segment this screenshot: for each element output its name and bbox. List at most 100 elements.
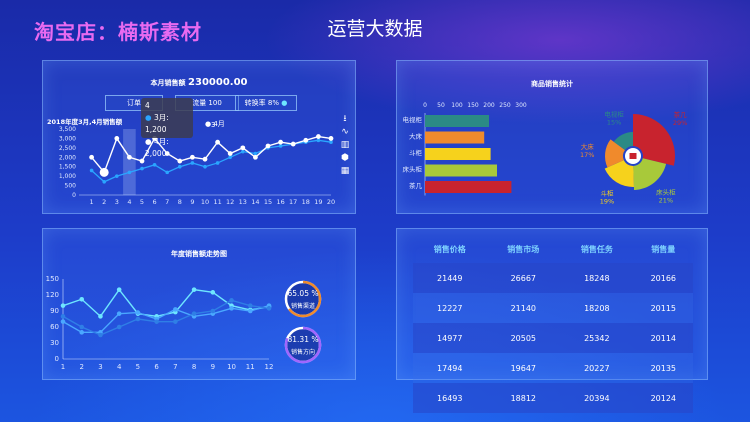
x-tick-label: 2 xyxy=(102,198,106,206)
x-tick-label: 12 xyxy=(226,198,234,206)
y-tick-label: 1,500 xyxy=(59,164,76,171)
x-tick-label: 6 xyxy=(154,363,159,371)
x-tick-label: 16 xyxy=(276,198,284,206)
x-tick-label: 9 xyxy=(190,198,194,206)
bar xyxy=(425,148,491,160)
gauge-fill xyxy=(284,280,322,318)
series-point xyxy=(229,298,234,303)
x-tick-label: 12 xyxy=(265,363,274,371)
x-tick-label: 5 xyxy=(140,198,144,206)
series-point xyxy=(79,324,85,330)
stack-icon[interactable]: ⬢ xyxy=(341,153,349,163)
x-tick-label: 300 xyxy=(515,102,527,109)
x-tick-label: 250 xyxy=(499,102,511,109)
series-april-point xyxy=(215,139,221,145)
pie-slice xyxy=(633,158,667,190)
series-point xyxy=(116,311,122,316)
hover-band xyxy=(123,129,136,195)
col-header-market: 销售市场 xyxy=(507,244,540,254)
chart-tooltip: 4 ● 3月: 1,200 ● 4月: 2,000 xyxy=(141,98,193,158)
series-march-point xyxy=(178,164,182,169)
series-march-point xyxy=(278,144,283,148)
series-march-point xyxy=(140,166,144,171)
series-april-point xyxy=(164,151,170,156)
series-point xyxy=(60,314,66,319)
x-tick-label: 1 xyxy=(90,198,94,206)
series-line xyxy=(62,288,270,318)
x-tick-label: 0 xyxy=(423,102,427,109)
series-april-point xyxy=(99,167,109,177)
pie-slice-pct: 21% xyxy=(659,196,673,204)
table-row: 17494 19647 20227 20135 xyxy=(413,353,693,383)
y-tick-label: 0 xyxy=(55,355,59,363)
download-icon[interactable]: ⭳ xyxy=(343,114,347,124)
pie-slice-label: 床头柜 xyxy=(656,187,676,196)
y-tick-label: 90 xyxy=(50,307,59,315)
legend-march[interactable]: 3 xyxy=(211,121,216,129)
goods-sales-panel: 商品销售统计 0 50 100 150 200 250 300 电视柜 大床 斗柜 床头柜 茶几 茶几 2… xyxy=(396,60,708,214)
series-march-point xyxy=(203,164,207,169)
x-tick-label: 200 xyxy=(483,102,495,109)
x-tick-label: 19 xyxy=(314,198,322,206)
pie-slice-label: 茶几 xyxy=(674,110,688,119)
legend-april[interactable]: ● 4月 xyxy=(205,120,225,128)
x-tick-label: 6 xyxy=(153,198,157,206)
pie-slice xyxy=(604,160,634,187)
sales-table-panel: 销售价格 销售市场 销售任务 销售量 21449 26667 18248 20166 … xyxy=(396,228,708,413)
col-header-price: 销售价格 xyxy=(433,244,466,254)
x-tick-label: 11 xyxy=(213,198,221,206)
series-line xyxy=(62,299,270,336)
x-tick-label: 8 xyxy=(178,198,182,206)
series-april-point xyxy=(303,137,309,143)
series-march-point xyxy=(165,170,169,175)
chart-toolbox: ⭳ ∿ ▥ ⬢ ▦ xyxy=(339,113,351,178)
y-tick-label: 3,500 xyxy=(59,126,76,133)
series-point xyxy=(191,311,197,316)
y-tick-label: 30 xyxy=(50,339,59,347)
line-chart-icon[interactable]: ∿ xyxy=(341,127,349,137)
grid-icon[interactable]: ▦ xyxy=(340,166,350,176)
series-point xyxy=(266,306,272,311)
pie-slice-pct: 17% xyxy=(580,151,594,159)
series-march-point xyxy=(102,180,106,184)
series-april-point xyxy=(139,158,145,164)
series-point xyxy=(191,287,197,292)
pie-slice-label: 斗柜 xyxy=(600,189,614,198)
series-april-point xyxy=(114,136,120,141)
x-tick-label: 7 xyxy=(165,198,169,206)
drop-icon: ● xyxy=(281,99,288,107)
y-tick-label: 500 xyxy=(65,183,77,190)
series-point xyxy=(79,296,85,302)
goods-bar-chart: 0 50 100 150 200 250 300电视柜大床斗柜床头柜茶几茶几29%床头柜21… xyxy=(403,102,688,206)
series-march-point xyxy=(152,163,157,167)
y-tick-label: 150 xyxy=(46,275,59,283)
category-label: 电视柜 xyxy=(403,115,423,124)
x-tick-label: 18 xyxy=(302,198,310,206)
col-header-volume: 销售量 xyxy=(651,244,676,254)
x-tick-label: 14 xyxy=(251,198,259,206)
pie-slice-pct: 19% xyxy=(600,198,614,206)
series-april-point xyxy=(265,143,271,149)
series-point xyxy=(173,307,178,312)
x-tick-label: 3 xyxy=(98,363,102,371)
pie-slice xyxy=(633,114,675,166)
col-header-task: 销售任务 xyxy=(580,244,613,254)
x-tick-label: 4 xyxy=(117,363,122,371)
x-tick-label: 7 xyxy=(173,363,177,371)
bar-chart-icon[interactable]: ▥ xyxy=(340,140,350,150)
series-march-point xyxy=(190,161,195,165)
series-april-point xyxy=(328,136,334,141)
series-march-point xyxy=(215,161,220,165)
kpi-conversion[interactable]: 转换率 8% ● xyxy=(235,95,297,111)
series-april-point xyxy=(253,154,258,160)
series-point xyxy=(229,306,234,311)
gift-icon xyxy=(629,153,637,159)
series-march-point xyxy=(228,155,232,160)
series-march-point xyxy=(241,149,245,154)
series-point xyxy=(154,319,159,324)
series-april-point xyxy=(278,139,283,145)
annual-trend-panel: 年度销售额走势图 0 30 60 90 120 150 1 2 3 4 5 6 7 8 9 10 11 12 65… xyxy=(42,228,356,380)
series-point xyxy=(210,308,216,314)
x-tick-label: 13 xyxy=(239,198,247,206)
